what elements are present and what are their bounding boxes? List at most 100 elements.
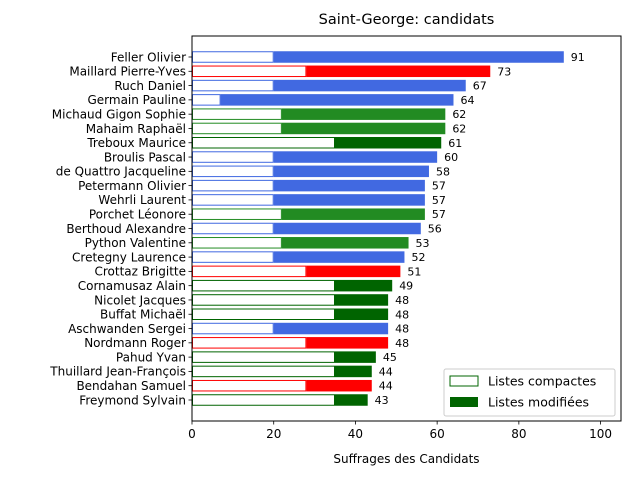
data-label: 57: [432, 208, 446, 221]
bar-compact: [192, 337, 307, 349]
category-label: Freymond Sylvain: [79, 393, 186, 407]
bar-modified: [273, 179, 425, 192]
bar-compact: [192, 65, 307, 78]
plot-frame: [191, 35, 622, 422]
category-label: Ruch Daniel: [114, 79, 186, 93]
bar-modified: [220, 94, 454, 106]
data-label: 91: [571, 51, 585, 64]
bar-compact: [192, 394, 335, 406]
bar-modified: [335, 137, 442, 149]
data-label: 43: [375, 394, 389, 407]
bar-compact: [192, 365, 335, 378]
data-label: 62: [452, 108, 466, 121]
data-label: 48: [395, 308, 409, 321]
bar-modified: [273, 165, 429, 178]
category-label: Crottaz Brigitte: [94, 265, 186, 279]
data-label: 48: [395, 337, 409, 350]
legend: Listes compactes Listes modifiées: [443, 368, 616, 417]
bar-modified: [273, 222, 421, 235]
data-label: 48: [395, 323, 409, 336]
legend-label-modified: Listes modifiées: [488, 395, 589, 410]
bar-compact: [192, 179, 274, 192]
bar-modified: [306, 265, 401, 278]
category-label: Porchet Léonore: [89, 208, 186, 222]
chart-title: Saint-George: candidats: [319, 12, 495, 28]
bar-modified: [281, 108, 446, 120]
data-label: 53: [416, 237, 430, 250]
x-tick-label: 60: [430, 427, 445, 441]
legend-swatch-compact: [449, 375, 479, 387]
bar-modified: [335, 279, 393, 292]
bar-modified: [273, 151, 438, 163]
bar-compact: [192, 322, 274, 335]
data-label: 49: [399, 280, 413, 293]
category-label: Berthoud Alexandre: [66, 222, 186, 236]
category-label: Nicolet Jacques: [94, 293, 186, 307]
x-axis-label: Suffrages des Candidats: [333, 452, 479, 466]
data-label: 48: [395, 294, 409, 307]
bar-compact: [192, 194, 274, 206]
bar-compact: [192, 137, 335, 149]
bar-modified: [306, 379, 372, 392]
category-label: Feller Olivier: [111, 50, 186, 64]
bar-modified: [273, 51, 564, 63]
bar-compact: [192, 265, 307, 278]
data-label: 44: [379, 380, 393, 393]
bar-compact: [192, 379, 307, 392]
bar-modified: [335, 394, 368, 406]
category-label: Germain Pauline: [87, 93, 186, 107]
category-label: de Quattro Jacqueline: [56, 165, 186, 179]
category-label: Michaud Gigon Sophie: [52, 107, 186, 121]
bar-compact: [192, 108, 282, 120]
x-tick-label: 80: [511, 427, 526, 441]
bar-compact: [192, 279, 335, 292]
bar-modified: [273, 79, 466, 92]
bar-compact: [192, 237, 282, 249]
bar-compact: [192, 79, 274, 92]
bar-compact: [192, 251, 274, 263]
x-tick-label: 0: [188, 427, 196, 441]
bar-modified: [281, 237, 409, 249]
bar-modified: [335, 351, 376, 363]
x-tick-label: 100: [589, 427, 612, 441]
bar-compact: [192, 294, 335, 306]
data-label: 67: [473, 80, 487, 93]
bar-modified: [273, 194, 425, 206]
x-tick-label: 20: [266, 427, 281, 441]
data-label: 51: [407, 265, 421, 278]
category-label: Maillard Pierre-Yves: [69, 65, 186, 79]
category-label: Treboux Maurice: [86, 136, 186, 150]
category-label: Nordmann Roger: [84, 336, 186, 350]
bar-compact: [192, 51, 274, 63]
category-label: Cretegny Laurence: [72, 250, 186, 264]
data-label: 64: [460, 94, 474, 107]
data-label: 61: [448, 137, 462, 150]
data-label: 60: [444, 151, 458, 164]
x-axis-ticks: 0 20 40 60 80 100: [188, 421, 612, 441]
data-label: 58: [436, 165, 450, 178]
data-label: 44: [379, 365, 393, 378]
category-label: Mahaim Raphaël: [86, 122, 186, 136]
category-label: Cornamusaz Alain: [78, 279, 186, 293]
legend-swatch-modified: [450, 397, 478, 407]
category-label: Wehrli Laurent: [98, 193, 186, 207]
bars-layer: [192, 51, 564, 406]
data-label: 52: [411, 251, 425, 264]
data-label: 73: [497, 65, 511, 78]
bar-modified: [273, 322, 389, 335]
bar-compact: [192, 165, 274, 178]
data-label: 56: [428, 223, 442, 236]
bar-modified: [306, 65, 491, 78]
bar-compact: [192, 351, 335, 363]
bar-compact: [192, 222, 274, 235]
bar-modified: [281, 122, 446, 135]
bar-modified: [335, 308, 389, 320]
category-label: Python Valentine: [85, 236, 186, 250]
category-label: Broulis Pascal: [104, 150, 186, 164]
legend-label-compact: Listes compactes: [488, 374, 596, 389]
data-label: 45: [383, 351, 397, 364]
bar-modified: [335, 365, 372, 378]
